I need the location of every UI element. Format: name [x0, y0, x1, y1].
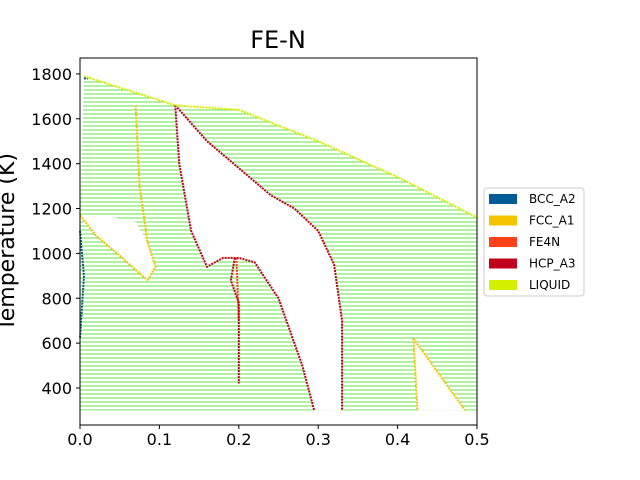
legend-swatch	[489, 237, 517, 247]
plot-area	[79, 75, 478, 412]
phase-boundary	[79, 230, 85, 339]
x-tick-label: 0.0	[67, 430, 92, 449]
legend-swatch	[489, 194, 517, 204]
phase-boundary	[174, 105, 316, 411]
x-tick-label: 0.4	[385, 430, 410, 449]
y-tick-label: 400	[41, 379, 72, 398]
phase-boundary	[134, 105, 157, 281]
phase-boundary	[229, 257, 240, 384]
legend-swatch	[489, 258, 517, 269]
phase-boundary	[83, 75, 478, 219]
y-tick-label: 1600	[31, 110, 72, 129]
legend-label: HCP_A3	[529, 257, 575, 271]
legend-label: LIQUID	[529, 278, 570, 292]
x-tick-label: 0.3	[305, 430, 330, 449]
legend-label: FE4N	[529, 235, 560, 249]
single-phase-region	[80, 215, 156, 281]
y-tick-label: 1800	[31, 65, 72, 84]
phase-boundary	[174, 104, 344, 411]
y-tick-label: 1400	[31, 155, 72, 174]
x-tick-label: 0.2	[226, 430, 251, 449]
phase-boundary	[412, 338, 466, 412]
legend-label: FCC_A1	[529, 214, 575, 228]
legend-swatch	[489, 280, 517, 290]
y-tick-label: 600	[41, 334, 72, 353]
y-tick-label: 1000	[31, 244, 72, 263]
y-tick-label: 800	[41, 289, 72, 308]
single-phase-region	[175, 105, 343, 411]
x-tick-label: 0.5	[464, 430, 489, 449]
plot-frame	[79, 57, 478, 426]
legend-swatch	[489, 215, 517, 226]
y-axis-label: Temperature (K)	[0, 153, 20, 332]
x-axis-label: X(N)	[254, 478, 303, 480]
chart-title: FE-N	[250, 26, 306, 54]
legend-label: BCC_A2	[529, 192, 576, 206]
x-tick-label: 0.1	[147, 430, 172, 449]
legend	[483, 187, 585, 297]
y-tick-label: 1200	[31, 200, 72, 219]
phase-boundary	[79, 214, 149, 282]
